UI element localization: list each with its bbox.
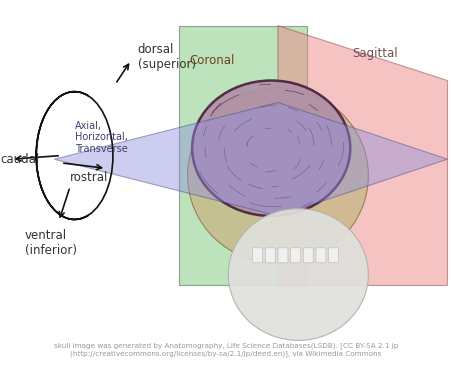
Polygon shape [178, 26, 307, 285]
FancyBboxPatch shape [265, 248, 275, 263]
Text: Coronal: Coronal [189, 54, 235, 67]
Ellipse shape [187, 88, 368, 264]
FancyBboxPatch shape [303, 248, 313, 263]
Ellipse shape [192, 81, 350, 216]
Text: skull image was generated by Anatomography, Life Science Databases(LSDB). [CC BY: skull image was generated by Anatomograp… [54, 342, 397, 357]
Text: dorsal
(superior): dorsal (superior) [138, 43, 196, 71]
FancyBboxPatch shape [328, 248, 338, 263]
Text: rostral: rostral [70, 171, 108, 184]
FancyBboxPatch shape [277, 248, 287, 263]
Polygon shape [54, 102, 446, 216]
Ellipse shape [228, 209, 368, 340]
FancyBboxPatch shape [290, 248, 300, 263]
Text: Axial,
Horizontal,
Transverse: Axial, Horizontal, Transverse [74, 121, 127, 154]
FancyBboxPatch shape [252, 248, 262, 263]
Text: caudal: caudal [0, 153, 39, 166]
Text: Sagittal: Sagittal [352, 46, 397, 60]
FancyBboxPatch shape [315, 248, 325, 263]
Text: ventral
(inferior): ventral (inferior) [25, 229, 77, 257]
Polygon shape [277, 26, 446, 285]
